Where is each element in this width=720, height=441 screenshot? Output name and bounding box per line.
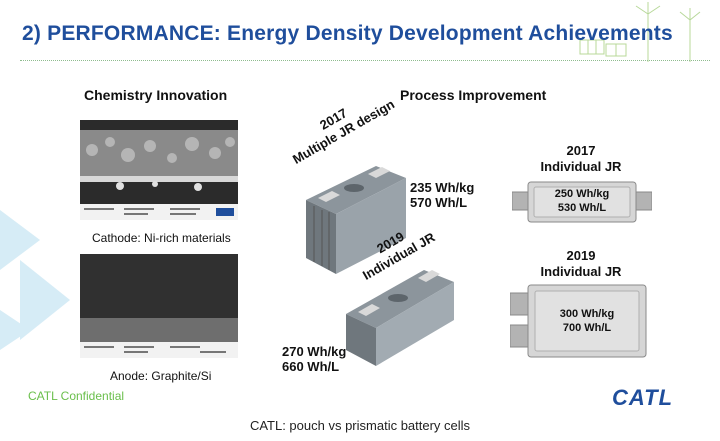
- image-caption: CATL: pouch vs prismatic battery cells: [249, 418, 471, 433]
- pouch-cell-2019: [510, 284, 647, 358]
- prismatic-2017-spec: 235 Wh/kg 570 Wh/L: [410, 180, 474, 210]
- title-divider: [20, 60, 710, 61]
- chemistry-innovation-heading: Chemistry Innovation: [84, 87, 228, 103]
- wind-turbine-decoration: [579, 2, 701, 62]
- prismatic-2017-wh-l: 570 Wh/L: [410, 195, 468, 210]
- anode-sem-image: [80, 254, 238, 358]
- pouch-2017-year: 2017: [566, 143, 596, 158]
- prismatic-2019-spec: 270 Wh/kg 660 Wh/L: [282, 344, 346, 374]
- slide: 2) PERFORMANCE: Energy Density Developme…: [0, 2, 710, 410]
- prismatic-2019-wh-kg: 270 Wh/kg: [282, 344, 347, 359]
- pouch-2019-spec: 300 Wh/kg 700 Wh/L: [528, 307, 646, 335]
- cathode-sem-image: [80, 120, 238, 220]
- pouch-2019-name: Individual JR: [540, 264, 622, 279]
- prismatic-cell-2019: [346, 270, 454, 366]
- prismatic-2017-label: 2017 Multiple JR design: [282, 85, 397, 168]
- prismatic-2017-wh-kg: 235 Wh/kg: [410, 180, 475, 195]
- pouch-2019-year: 2019: [566, 248, 596, 263]
- prismatic-2019-wh-l: 660 Wh/L: [282, 359, 340, 374]
- pouch-2017-spec: 250 Wh/kg 530 Wh/L: [512, 187, 652, 215]
- pouch-2017-label: 2017 Individual JR: [526, 143, 636, 175]
- pouch-cell-2017: [512, 181, 652, 223]
- slide-title: 2) PERFORMANCE: Energy Density Developme…: [22, 22, 673, 45]
- anode-caption: Anode: Graphite/Si: [110, 369, 212, 383]
- pouch-2019-wh-kg: 300 Wh/kg: [559, 308, 615, 320]
- pouch-2017-wh-l: 530 Wh/L: [557, 202, 607, 214]
- process-improvement-heading: Process Improvement: [400, 87, 547, 103]
- prismatic-cell-2017: [306, 166, 406, 274]
- background-chevron-decoration: [0, 210, 70, 350]
- catl-logo: CATL: [612, 385, 674, 410]
- pouch-2017-name: Individual JR: [540, 159, 622, 174]
- pouch-2019-label: 2019 Individual JR: [526, 248, 636, 280]
- pouch-2017-wh-kg: 250 Wh/kg: [554, 188, 610, 200]
- cathode-caption: Cathode: Ni-rich materials: [92, 231, 231, 245]
- confidential-label: CATL Confidential: [28, 389, 125, 403]
- pouch-2019-wh-l: 700 Wh/L: [562, 322, 612, 334]
